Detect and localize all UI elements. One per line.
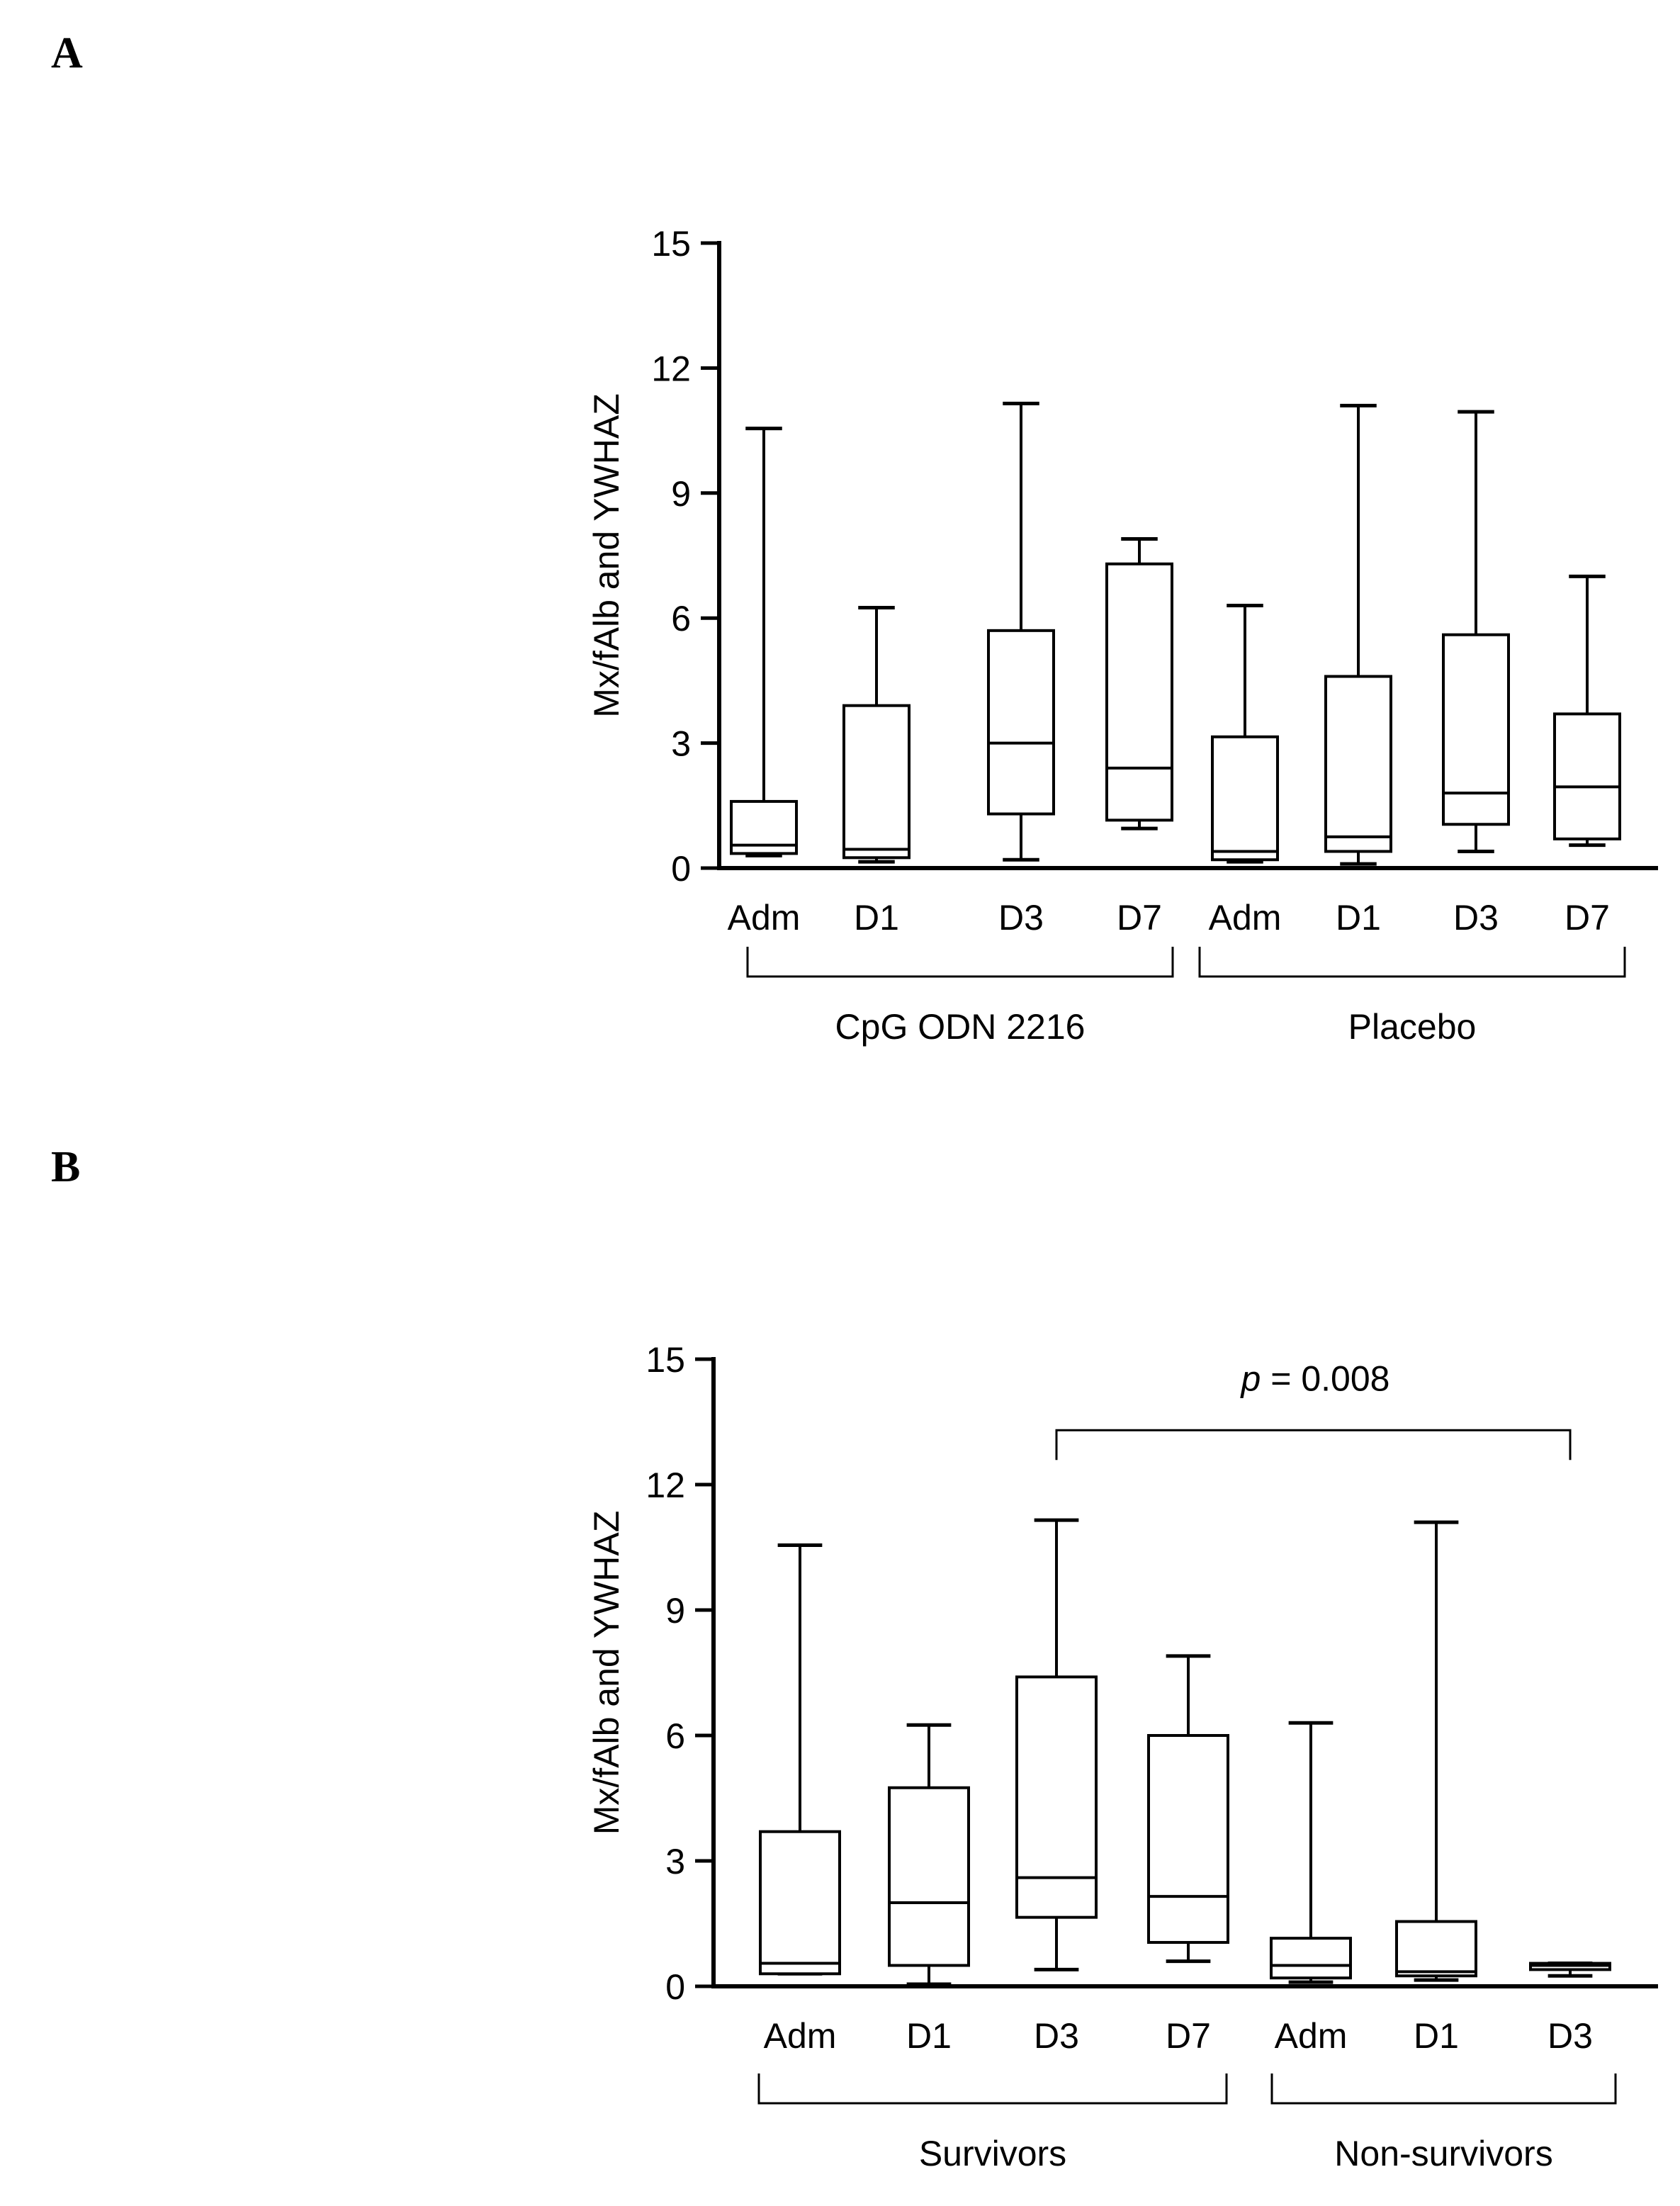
x-category-label: Adm <box>1209 898 1282 938</box>
x-category-label: D7 <box>1117 898 1162 938</box>
group-bracket <box>1270 2073 1617 2105</box>
box-iqr <box>1395 1920 1477 1978</box>
x-category-label: D7 <box>1166 2016 1211 2056</box>
group-bracket <box>1198 947 1626 978</box>
y-tick-label: 0 <box>671 849 691 889</box>
y-tick-label: 3 <box>665 1842 685 1881</box>
x-category-label: D3 <box>1034 2016 1079 2056</box>
x-category-label: D1 <box>906 2016 952 2056</box>
box-iqr <box>1553 712 1621 840</box>
x-category-label: D7 <box>1565 898 1610 938</box>
y-tick-label: 3 <box>671 724 691 764</box>
x-category-label: D1 <box>1414 2016 1459 2056</box>
box-iqr <box>1015 1675 1098 1919</box>
y-axis-title: Mx/fAlb and YWHAZ <box>587 393 626 718</box>
box-iqr <box>1270 1937 1352 1980</box>
box-plot-chart-a: 0 3 6 9 12 15 Mx/fAlb and YWHAZ Adm D1 D3 D7 Adm D1 D… <box>587 224 1658 1047</box>
y-tick-label: 12 <box>651 349 691 388</box>
p-value-text: = 0.008 <box>1261 1358 1389 1398</box>
group-bracket <box>757 2073 1228 2105</box>
x-category-label: D1 <box>1336 898 1381 938</box>
y-axis-title: Mx/fAlb and YWHAZ <box>587 1511 626 1835</box>
box-plot-chart-b: 0 3 6 9 12 15 Mx/fAlb and YWHAZ Adm D1 D3 D7 Adm D1 D… <box>587 1340 1658 2173</box>
group-label: Non-survivors <box>1334 2134 1552 2173</box>
box-iqr <box>759 1830 841 1976</box>
group-label: CpG ODN 2216 <box>835 1007 1086 1047</box>
significance-bracket <box>1055 1429 1572 1461</box>
box-iqr <box>1324 675 1392 853</box>
y-tick-label: 9 <box>665 1591 685 1631</box>
x-category-label: D3 <box>1547 2016 1593 2056</box>
box-iqr <box>842 704 911 860</box>
group-label: Placebo <box>1348 1007 1477 1047</box>
group-label: Survivors <box>919 2134 1066 2173</box>
box-iqr <box>1105 562 1173 822</box>
p-value-italic: p <box>1240 1358 1261 1398</box>
y-tick-label: 12 <box>645 1465 685 1505</box>
y-tick-label: 15 <box>645 1340 685 1380</box>
y-tick-label: 6 <box>665 1716 685 1756</box>
box-iqr <box>888 1786 970 1967</box>
x-category-label: Adm <box>764 2016 837 2056</box>
group-bracket <box>746 947 1174 978</box>
y-tick-label: 9 <box>671 474 691 514</box>
panel-b-label: B <box>51 1143 81 1191</box>
box-iqr <box>1211 735 1279 862</box>
y-tick-label: 6 <box>671 599 691 638</box>
y-tick-label: 15 <box>651 224 691 264</box>
box-iqr <box>987 629 1055 816</box>
x-category-label: Adm <box>1275 2016 1348 2056</box>
y-tick-label: 0 <box>665 1967 685 2007</box>
x-category-label: D1 <box>854 898 899 938</box>
x-category-label: D3 <box>1453 898 1499 938</box>
box-iqr <box>1442 633 1510 826</box>
x-category-label: D3 <box>998 898 1044 938</box>
x-category-label: Adm <box>728 898 801 938</box>
box-iqr <box>1147 1734 1229 1945</box>
p-value-label: p = 0.008 <box>1240 1358 1390 1398</box>
panel-a-label: A <box>51 29 83 77</box>
